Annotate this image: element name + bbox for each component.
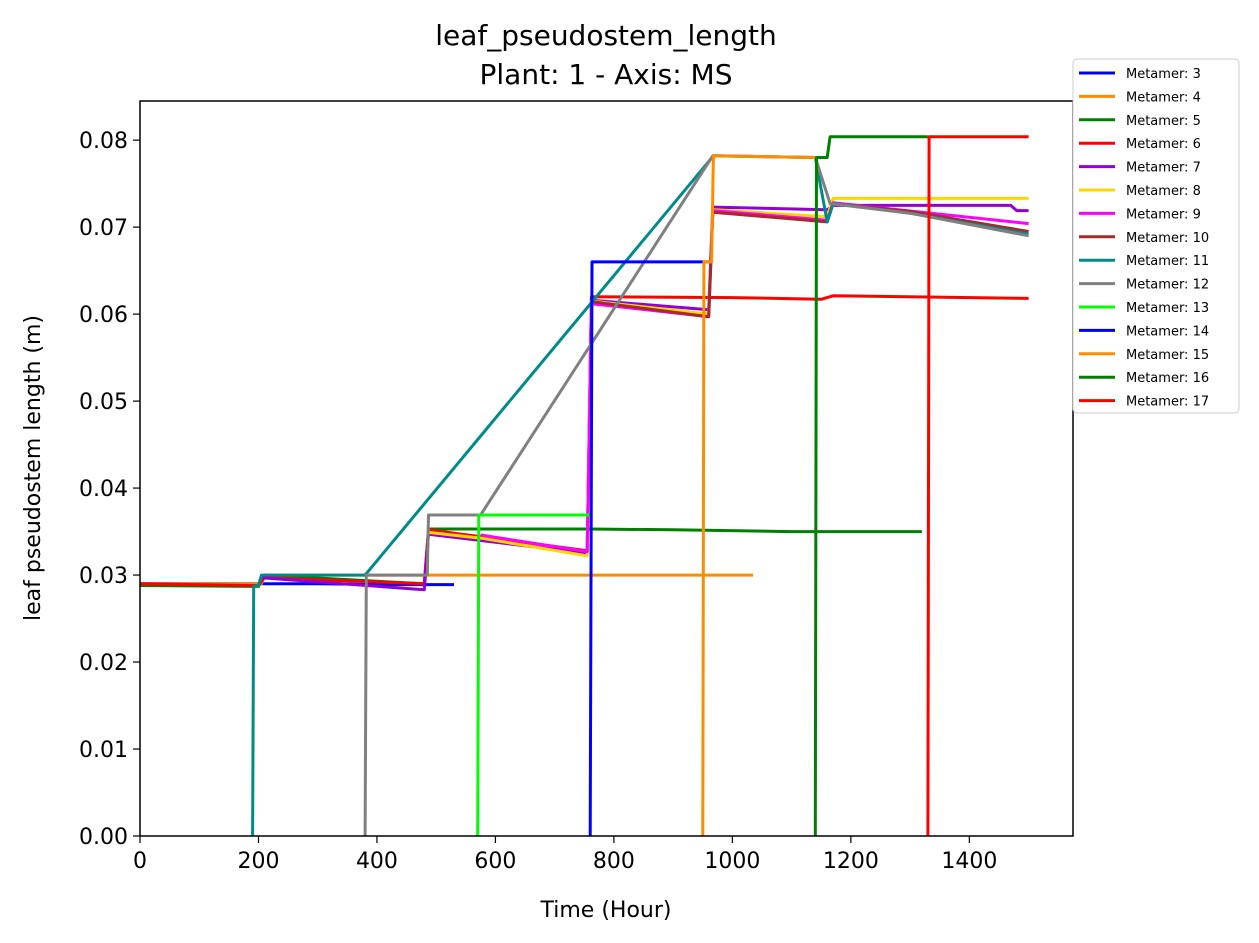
series-line-metamer-5: [140, 527, 922, 588]
legend-entry-label: Metamer: 13: [1126, 301, 1209, 316]
legend-entry-label: Metamer: 6: [1126, 137, 1201, 152]
chart-subtitle: Plant: 1 - Axis: MS: [480, 58, 733, 91]
y-tick-label: 0.00: [79, 825, 128, 850]
x-tick-label: 1400: [941, 849, 997, 874]
legend-entry-label: Metamer: 14: [1126, 324, 1209, 339]
legend-entry-label: Metamer: 5: [1126, 114, 1201, 129]
series-line-metamer-12: [363, 154, 1029, 836]
y-tick-label: 0.07: [79, 216, 128, 241]
x-axis-label: Time (Hour): [540, 898, 672, 923]
y-tick-label: 0.03: [79, 564, 128, 589]
legend-entry-label: Metamer: 17: [1126, 395, 1209, 410]
series-line-metamer-14: [588, 260, 709, 836]
x-tick-label: 1000: [704, 849, 760, 874]
legend-entry-label: Metamer: 12: [1126, 278, 1209, 293]
series-line-metamer-13: [476, 513, 591, 836]
legend-frame: [1072, 58, 1240, 414]
y-axis: 0.00 0.01 0.02 0.03 0.04 0.05 0.06 0.07 0.08: [79, 129, 140, 850]
series-line-metamer-11: [251, 154, 1029, 836]
series-line-metamer-8: [428, 196, 1029, 558]
x-tick-label: 1200: [823, 849, 879, 874]
y-tick-label: 0.02: [79, 651, 128, 676]
y-tick-label: 0.04: [79, 477, 128, 502]
legend-entry-label: Metamer: 10: [1126, 231, 1209, 246]
y-axis-label: leaf pseudostem length (m): [21, 315, 46, 621]
legend-entry-label: Metamer: 8: [1126, 184, 1201, 199]
x-tick-label: 600: [474, 849, 516, 874]
x-tick-label: 0: [133, 849, 147, 874]
x-axis: 0 200 400 600 800 1000 1200 1400: [133, 836, 997, 874]
series-line-metamer-9: [480, 201, 1029, 554]
legend-entry-label: Metamer: 11: [1126, 254, 1209, 269]
series-line-metamer-15: [701, 154, 816, 836]
legend-entry-label: Metamer: 9: [1126, 207, 1201, 222]
series-layer: [140, 135, 1029, 836]
legend-entry-label: Metamer: 4: [1126, 90, 1201, 105]
x-tick-label: 800: [593, 849, 635, 874]
y-tick-label: 0.05: [79, 390, 128, 415]
legend-entry-label: Metamer: 7: [1126, 161, 1201, 176]
series-line-metamer-16: [813, 135, 928, 836]
y-tick-label: 0.08: [79, 129, 128, 154]
legend: Metamer: 3 Metamer: 4 Metamer: 5 Metamer: 6…: [1072, 58, 1240, 414]
x-tick-label: 400: [356, 849, 398, 874]
legend-entry-label: Metamer: 16: [1126, 371, 1209, 386]
series-line-metamer-4: [140, 573, 754, 586]
series-line-metamer-17: [926, 135, 1029, 836]
x-tick-label: 200: [237, 849, 279, 874]
legend-entry-label: Metamer: 15: [1126, 348, 1209, 363]
y-tick-label: 0.01: [79, 738, 128, 763]
legend-entry-label: Metamer: 3: [1126, 67, 1201, 82]
chart-title: leaf_pseudostem_length: [435, 19, 777, 52]
plot-frame: [139, 100, 1074, 837]
series-line-metamer-6: [140, 294, 1029, 587]
y-tick-label: 0.06: [79, 303, 128, 328]
